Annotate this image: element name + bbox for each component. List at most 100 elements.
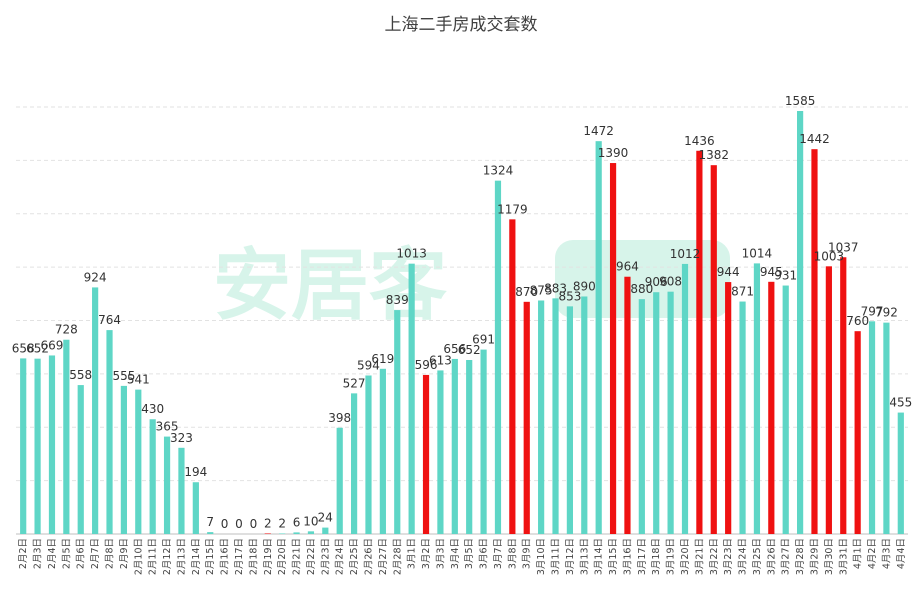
- x-tick-label: 3月19日: [666, 538, 677, 575]
- bar: [523, 301, 530, 534]
- data-label: 0: [221, 517, 229, 531]
- data-label: 669: [41, 338, 64, 352]
- bar: [34, 358, 41, 534]
- data-label: 691: [472, 333, 495, 347]
- data-label: 613: [429, 353, 452, 367]
- bar: [135, 389, 142, 534]
- bar: [480, 349, 487, 534]
- bar: [48, 355, 56, 534]
- bar: [739, 301, 746, 534]
- data-label: 839: [386, 293, 409, 307]
- bar: [509, 219, 516, 534]
- x-tick-label: 4月4日: [896, 538, 907, 569]
- bar: [768, 281, 775, 534]
- data-label: 1013: [396, 247, 427, 261]
- data-label: 764: [98, 313, 121, 327]
- x-tick-label: 2月8日: [105, 538, 116, 569]
- data-label: 760: [846, 314, 869, 328]
- data-label: 1382: [698, 148, 729, 162]
- x-tick-label: 2月17日: [234, 538, 245, 575]
- bar: [797, 111, 804, 534]
- x-tick-label: 3月16日: [622, 538, 633, 575]
- x-tick-label: 3月20日: [680, 538, 691, 575]
- x-tick-label: 3月9日: [522, 538, 533, 569]
- data-label: 0: [235, 517, 243, 531]
- bar: [595, 141, 602, 534]
- data-label: 944: [717, 265, 740, 279]
- bar: [379, 368, 386, 534]
- x-tick-label: 3月15日: [608, 538, 619, 575]
- x-tick-label: 4月1日: [853, 538, 864, 569]
- data-label: 1436: [684, 134, 715, 148]
- x-tick-label: 3月27日: [781, 538, 792, 575]
- data-label: 1442: [799, 132, 830, 146]
- bar: [451, 358, 458, 534]
- bar: [365, 375, 372, 534]
- bar: [581, 296, 588, 534]
- x-tick-label: 2月4日: [47, 538, 58, 569]
- bar: [667, 291, 674, 534]
- x-tick-label: 3月22日: [709, 538, 720, 575]
- bar: [638, 299, 645, 534]
- bar: [825, 266, 832, 534]
- bar: [178, 447, 185, 534]
- x-tick-label: 3月1日: [407, 538, 418, 569]
- data-label: 1003: [814, 249, 845, 263]
- x-tick-label: 2月19日: [263, 538, 274, 575]
- bar: [753, 263, 761, 534]
- data-label: 527: [343, 376, 366, 390]
- data-label: 541: [127, 373, 150, 387]
- data-label: 619: [371, 352, 394, 366]
- x-tick-label: 3月21日: [694, 538, 705, 575]
- x-tick-label: 3月3日: [435, 538, 446, 569]
- x-tick-label: 3月11日: [551, 538, 562, 575]
- data-label: 880: [630, 282, 653, 296]
- data-label: 924: [84, 270, 107, 284]
- bar: [494, 180, 502, 534]
- bar: [394, 310, 401, 534]
- x-tick-label: 3月30日: [824, 538, 835, 575]
- data-label: 792: [875, 306, 898, 320]
- data-label: 870: [515, 285, 538, 299]
- bar: [437, 370, 444, 534]
- bar: [408, 263, 415, 534]
- data-label: 365: [156, 420, 179, 434]
- bar: [840, 257, 847, 534]
- x-tick-label: 3月31日: [838, 538, 849, 575]
- bar: [120, 385, 127, 534]
- x-tick-label: 3月24日: [738, 538, 749, 575]
- x-tick-label: 2月27日: [378, 538, 389, 575]
- data-label: 558: [69, 368, 92, 382]
- data-label: 1014: [742, 246, 773, 260]
- x-tick-label: 3月2日: [421, 538, 432, 569]
- x-tick-label: 2月18日: [248, 538, 259, 575]
- bar: [207, 532, 214, 534]
- x-tick-label: 3月12日: [565, 538, 576, 575]
- bar: [782, 285, 789, 534]
- bar: [710, 165, 717, 534]
- x-tick-label: 2月22日: [306, 538, 317, 575]
- data-label: 853: [558, 289, 581, 303]
- data-label: 1037: [828, 240, 859, 254]
- data-label: 908: [659, 275, 682, 289]
- x-tick-label: 3月26日: [766, 538, 777, 575]
- bar: [681, 263, 689, 534]
- bar: [322, 527, 329, 534]
- data-label: 0: [250, 517, 258, 531]
- data-label: 455: [889, 396, 912, 410]
- bar: [192, 482, 199, 534]
- data-label: 24: [318, 511, 333, 525]
- x-tick-label: 2月9日: [119, 538, 130, 569]
- bar: [897, 412, 904, 534]
- x-tick-label: 2月21日: [292, 538, 303, 575]
- x-tick-label: 2月12日: [162, 538, 173, 575]
- data-label: 596: [415, 358, 438, 372]
- x-tick-label: 2月6日: [76, 538, 87, 569]
- data-label: 555: [112, 369, 135, 383]
- x-tick-label: 2月2日: [18, 538, 29, 569]
- x-tick-label: 3月4日: [450, 538, 461, 569]
- data-label: 906: [645, 275, 668, 289]
- chart-title: 上海二手房成交套数: [385, 15, 538, 35]
